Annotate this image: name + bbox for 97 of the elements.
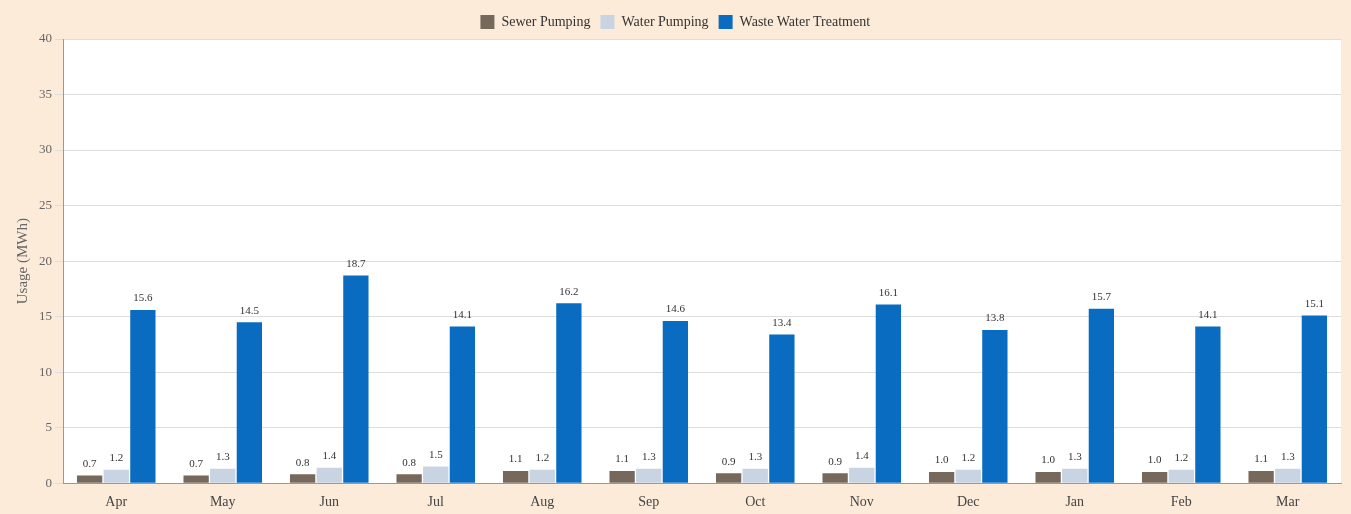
legend-label: Sewer Pumping	[501, 13, 591, 29]
bar	[1168, 469, 1194, 483]
x-tick-label: Nov	[849, 494, 874, 510]
data-label: 1.3	[641, 450, 657, 463]
data-label: 1.2	[535, 451, 550, 464]
legend-label: Waste Water Treatment	[739, 13, 871, 29]
x-tick-label: Jul	[427, 494, 445, 510]
bar	[502, 470, 529, 483]
y-axis-title: Usage (MWh)	[13, 217, 31, 305]
bar	[875, 304, 902, 483]
bar	[609, 470, 635, 483]
data-label: 1.2	[961, 451, 976, 464]
x-tick-label: Jun	[319, 494, 339, 510]
data-label: 1.5	[428, 447, 444, 460]
x-tick-label: May	[209, 494, 236, 510]
x-tick-label: Apr	[105, 494, 128, 510]
bar	[1035, 472, 1061, 483]
x-tick-label: Dec	[956, 494, 980, 510]
y-tick-label: 40	[39, 30, 52, 46]
y-tick-label: 20	[39, 252, 52, 268]
data-label: 0.7	[189, 456, 204, 469]
y-tick-label: 25	[39, 197, 52, 212]
bar	[955, 469, 981, 483]
data-label: 14.1	[452, 308, 472, 321]
x-tick-label: Jan	[1065, 494, 1085, 510]
data-label: 1.0	[1041, 453, 1056, 466]
data-label: 1.3	[1067, 450, 1083, 463]
bar	[1195, 326, 1221, 483]
bar	[715, 473, 742, 483]
bar	[662, 321, 689, 483]
data-label: 0.7	[82, 456, 97, 469]
data-label: 1.3	[748, 450, 763, 463]
bar	[343, 275, 369, 483]
bar	[289, 474, 316, 483]
data-label: 1.2	[1174, 451, 1189, 464]
x-tick-label: Aug	[530, 494, 555, 510]
bar	[316, 467, 342, 483]
data-label: 16.2	[559, 284, 579, 297]
data-label: 1.1	[615, 452, 629, 465]
data-label: 13.8	[985, 311, 1005, 324]
data-label: 1.4	[854, 449, 870, 462]
bar	[1141, 472, 1168, 483]
bar	[822, 473, 848, 483]
bar	[449, 326, 476, 483]
x-tick-label: Feb	[1170, 494, 1192, 510]
bar	[1088, 308, 1115, 483]
bar	[210, 468, 236, 483]
bar	[769, 334, 795, 483]
bar	[742, 468, 768, 483]
data-label: 1.0	[934, 453, 949, 466]
bar	[236, 322, 263, 483]
bar	[982, 329, 1008, 483]
bar	[1248, 470, 1274, 483]
bar	[183, 475, 209, 483]
x-tick-label: Oct	[745, 494, 766, 510]
bar	[849, 467, 875, 483]
bar	[130, 309, 156, 483]
bar	[556, 303, 582, 483]
x-tick-label: Sep	[638, 494, 660, 510]
bar	[423, 466, 449, 483]
bar	[76, 475, 103, 483]
y-tick-label: 0	[45, 474, 52, 490]
bar	[529, 469, 555, 483]
data-label: 0.9	[721, 454, 736, 467]
data-label: 14.6	[665, 302, 686, 315]
bar	[396, 474, 422, 483]
bar	[1275, 468, 1301, 483]
legend-label: Water Pumping	[621, 13, 709, 29]
bar	[636, 468, 662, 483]
data-label: 1.0	[1147, 453, 1162, 466]
data-label: 15.7	[1091, 290, 1112, 303]
y-tick-label: 35	[39, 85, 52, 101]
data-label: 18.7	[346, 256, 366, 269]
data-label: 15.1	[1304, 296, 1324, 309]
data-label: 0.8	[402, 455, 417, 468]
x-tick-label: Mar	[1276, 494, 1300, 510]
y-tick-label: 5	[45, 419, 52, 435]
data-label: 15.6	[133, 291, 153, 304]
bar	[1062, 468, 1088, 483]
data-label: 0.8	[295, 455, 310, 468]
data-label: 1.1	[508, 452, 523, 465]
data-label: 1.2	[109, 451, 124, 464]
bar	[103, 469, 129, 483]
bar	[1301, 315, 1328, 483]
data-label: 0.9	[828, 454, 843, 467]
bar	[928, 472, 955, 483]
data-label: 13.4	[772, 315, 792, 328]
data-label: 1.1	[1254, 452, 1268, 465]
data-label: 1.3	[215, 450, 231, 463]
data-label: 14.1	[1198, 308, 1218, 321]
data-label: 1.4	[322, 449, 337, 462]
data-label: 16.1	[878, 285, 898, 298]
y-tick-label: 30	[39, 141, 52, 157]
data-label: 14.5	[239, 303, 260, 316]
y-tick-label: 15	[39, 308, 52, 324]
data-label: 1.3	[1280, 450, 1296, 463]
y-tick-label: 10	[39, 363, 52, 379]
